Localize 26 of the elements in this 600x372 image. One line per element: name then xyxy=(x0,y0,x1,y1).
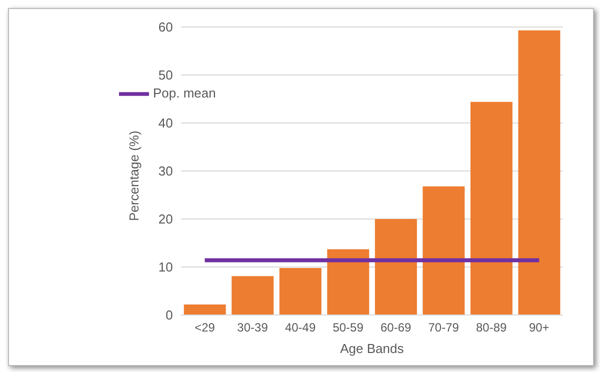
x-tick-label: 80-89 xyxy=(476,320,508,335)
y-tick-label: 30 xyxy=(158,164,173,179)
y-tick-label: 50 xyxy=(158,68,173,83)
bar xyxy=(279,268,322,315)
bar xyxy=(232,276,274,315)
y-axis-title: Percentage (%) xyxy=(126,130,142,221)
x-tick-label: 40-49 xyxy=(284,320,316,335)
y-tick-label: 10 xyxy=(158,260,173,275)
y-tick-label: 40 xyxy=(158,116,173,131)
bar xyxy=(327,249,370,315)
bar xyxy=(470,102,512,315)
x-axis-title: Age Bands xyxy=(340,341,404,356)
bar xyxy=(184,304,226,315)
bar xyxy=(422,186,465,315)
y-tick-label: 0 xyxy=(166,308,173,323)
x-tick-label: 50-59 xyxy=(332,320,364,335)
bar xyxy=(374,219,417,315)
legend-label: Pop. mean xyxy=(153,85,216,100)
y-tick-label: 60 xyxy=(158,20,173,35)
x-tick-label: 90+ xyxy=(528,320,550,335)
x-tick-label: 70-79 xyxy=(428,320,460,335)
x-tick-label: 30-39 xyxy=(237,320,268,335)
bar xyxy=(518,30,560,315)
y-tick-label: 20 xyxy=(158,212,173,227)
x-tick-label: <29 xyxy=(194,320,216,335)
x-tick-label: 60-69 xyxy=(380,320,412,335)
